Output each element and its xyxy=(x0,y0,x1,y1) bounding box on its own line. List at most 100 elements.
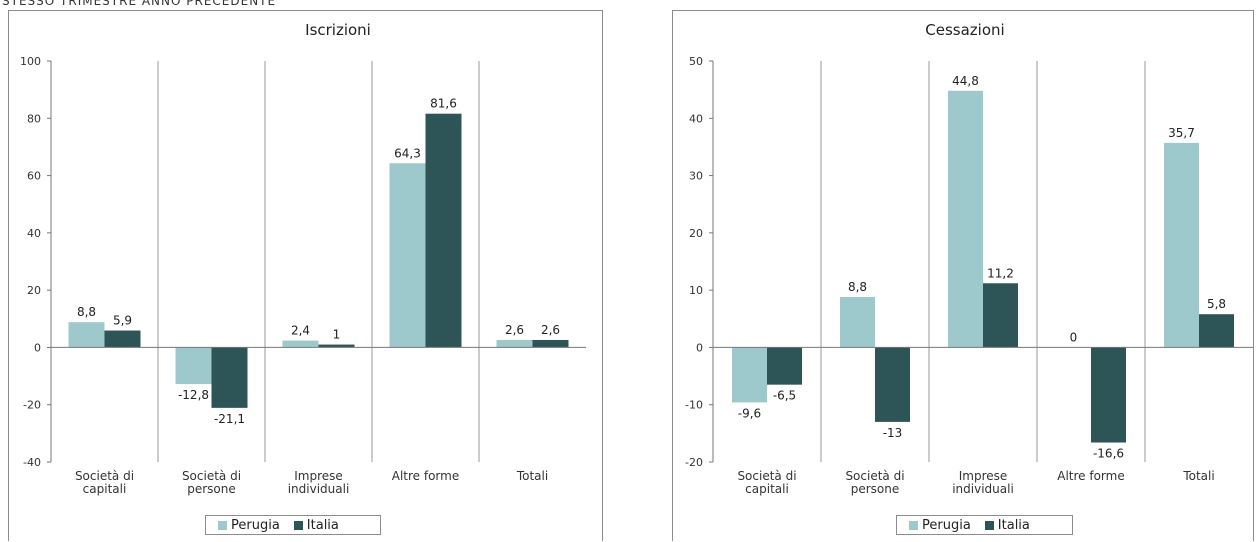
data-label-perugia: -12,8 xyxy=(178,388,209,402)
iscrizioni-chart-panel: Iscrizioni -40 -20 0 20 40 60 80 100 8,8 5,9 Societ… xyxy=(8,10,603,541)
data-label-italia: 5,8 xyxy=(1207,297,1226,311)
legend-label-perugia: Perugia xyxy=(231,517,280,533)
y-tick-label: 60 xyxy=(27,170,41,183)
data-label-perugia: 0 xyxy=(1070,330,1078,344)
category-label: Società di persone xyxy=(182,469,241,496)
bar-italia xyxy=(532,339,569,348)
y-tick-label: 40 xyxy=(27,227,41,240)
chart-title: Iscrizioni xyxy=(305,21,371,39)
legend-label-italia: Italia xyxy=(997,517,1030,533)
y-tick-label: 0 xyxy=(34,341,41,354)
category-label: Imprese individuali xyxy=(288,469,350,496)
data-label-perugia: -9,6 xyxy=(738,406,761,420)
legend-label-perugia: Perugia xyxy=(922,517,971,533)
chart-title: Cessazioni xyxy=(925,21,1004,39)
category-label-line: persone xyxy=(187,482,236,496)
category-label-line: capitali xyxy=(83,482,127,496)
data-label-perugia: 2,4 xyxy=(291,324,310,338)
italia-swatch-icon xyxy=(293,520,303,530)
bar-italia xyxy=(1091,347,1126,443)
bar-italia xyxy=(211,347,248,408)
bar-perugia xyxy=(68,322,105,348)
data-label-italia: -6,5 xyxy=(773,389,796,403)
data-label-italia: -21,1 xyxy=(214,412,245,426)
data-label-perugia: 64,3 xyxy=(394,146,421,160)
data-label-perugia: 8,8 xyxy=(77,305,96,319)
category-label-line: Totali xyxy=(1182,469,1214,483)
data-label-perugia: 2,6 xyxy=(505,323,524,337)
data-label-italia: 1 xyxy=(333,328,341,342)
cessazioni-chart-panel: Cessazioni -20 -10 0 10 20 30 40 50 -9,6 -6,5 Socie… xyxy=(672,10,1254,541)
legend-item-italia: Italia xyxy=(293,517,339,533)
bar-perugia xyxy=(496,339,533,348)
data-label-italia: 2,6 xyxy=(541,323,560,337)
data-label-perugia: 8,8 xyxy=(848,280,867,294)
iscrizioni-chart: Iscrizioni -40 -20 0 20 40 60 80 100 8,8 5,9 Societ… xyxy=(20,21,586,496)
data-label-italia: 5,9 xyxy=(113,314,132,328)
bar-perugia xyxy=(948,90,983,348)
category-label: Altre forme xyxy=(392,469,459,483)
category-label: Altre forme xyxy=(1057,469,1124,483)
data-label-italia: -13 xyxy=(883,426,903,440)
y-tick-label: 10 xyxy=(689,284,703,297)
bar-italia xyxy=(767,347,802,385)
category-label-line: capitali xyxy=(745,482,789,496)
y-tick-label: 0 xyxy=(696,341,703,354)
cessazioni-chart: Cessazioni -20 -10 0 10 20 30 40 50 -9,6 -6,5 Socie… xyxy=(685,21,1253,496)
bar-perugia xyxy=(840,297,875,348)
bar-perugia xyxy=(282,340,319,348)
category-label: Società di capitali xyxy=(75,469,134,496)
legend-label-italia: Italia xyxy=(306,517,339,533)
y-tick-label: -20 xyxy=(23,399,41,412)
y-tick-label: 100 xyxy=(20,55,41,68)
category-label-line: individuali xyxy=(952,482,1014,496)
bar-italia xyxy=(983,283,1018,348)
legend-item-perugia: Perugia xyxy=(909,518,971,533)
bar-perugia xyxy=(389,163,426,348)
bar-italia xyxy=(318,344,355,348)
bar-perugia xyxy=(175,347,212,385)
legend-item-italia: Italia xyxy=(984,517,1030,533)
italia-swatch-icon xyxy=(984,520,994,530)
bar-italia xyxy=(104,330,141,348)
data-label-perugia: 35,7 xyxy=(1168,126,1195,140)
category-label-line: persone xyxy=(851,482,900,496)
category-label-line: Società di xyxy=(737,469,796,483)
iscrizioni-legend: Perugia Italia xyxy=(205,515,381,535)
perugia-swatch-icon xyxy=(218,520,227,530)
perugia-swatch-icon xyxy=(909,520,918,530)
data-label-italia: 11,2 xyxy=(987,266,1014,280)
category-label-line: Altre forme xyxy=(392,469,459,483)
y-tick-label: -20 xyxy=(685,456,703,469)
bar-perugia xyxy=(732,347,767,403)
category-label-line: Società di xyxy=(182,469,241,483)
y-tick-label: 40 xyxy=(689,112,703,125)
y-tick-label: -40 xyxy=(23,456,41,469)
legend-item-perugia: Perugia xyxy=(218,518,280,533)
category-label-line: Società di xyxy=(75,469,134,483)
y-tick-label: 20 xyxy=(27,284,41,297)
category-label-line: Imprese xyxy=(959,469,1008,483)
y-tick-label: 80 xyxy=(27,112,41,125)
data-label-italia: -16,6 xyxy=(1093,447,1124,461)
category-label: Totali xyxy=(1182,469,1214,483)
y-tick-label: -10 xyxy=(685,399,703,412)
cessazioni-legend: Perugia Italia xyxy=(896,515,1073,535)
category-label: Società di persone xyxy=(845,469,904,496)
category-label: Totali xyxy=(516,469,548,483)
bar-italia xyxy=(425,113,462,348)
y-tick-label: 30 xyxy=(689,170,703,183)
y-tick-label: 50 xyxy=(689,55,703,68)
category-label: Imprese individuali xyxy=(952,469,1014,496)
category-label-line: Totali xyxy=(516,469,548,483)
category-label-line: individuali xyxy=(288,482,350,496)
bar-italia xyxy=(875,347,910,422)
bar-italia xyxy=(1199,314,1234,348)
category-label-line: Altre forme xyxy=(1057,469,1124,483)
y-tick-label: 20 xyxy=(689,227,703,240)
category-label-line: Società di xyxy=(845,469,904,483)
bar-perugia xyxy=(1164,142,1199,348)
data-label-italia: 81,6 xyxy=(430,97,457,111)
category-label-line: Imprese xyxy=(294,469,343,483)
data-label-perugia: 44,8 xyxy=(952,74,979,88)
